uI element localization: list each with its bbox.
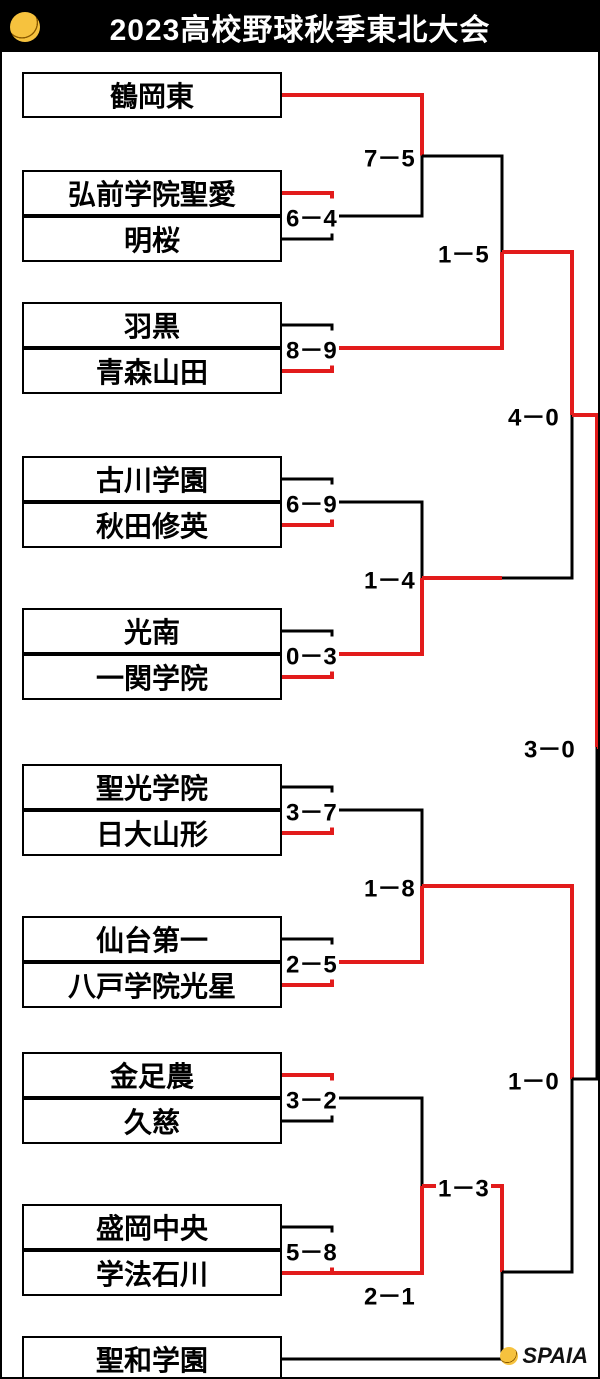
team-box: 古川学園 xyxy=(22,456,282,502)
team-box: 聖和学園 xyxy=(22,1336,282,1379)
team-box: 弘前学院聖愛 xyxy=(22,170,282,216)
team-box: 一関学院 xyxy=(22,654,282,700)
team-box: 学法石川 xyxy=(22,1250,282,1296)
score-label: 1－8 xyxy=(362,869,417,904)
bracket-stage: 鶴岡東弘前学院聖愛明桜羽黒青森山田古川学園秋田修英光南一関学院聖光学院日大山形仙… xyxy=(2,52,600,1379)
credit-icon xyxy=(500,1347,518,1365)
page-title: 2023高校野球秋季東北大会 xyxy=(110,5,491,49)
credit-label: SPAIA xyxy=(522,1343,588,1369)
team-box: 光南 xyxy=(22,608,282,654)
score-label: 1－0 xyxy=(506,1062,561,1097)
score-label: 6－4 xyxy=(284,199,339,234)
score-label: 2－1 xyxy=(362,1277,417,1312)
score-label: 8－9 xyxy=(284,331,339,366)
score-label: 3－7 xyxy=(284,793,339,828)
bracket-container: 2023高校野球秋季東北大会 鶴岡東弘前学院聖愛明桜羽黒青森山田古川学園秋田修英… xyxy=(0,0,600,1379)
team-box: 鶴岡東 xyxy=(22,72,282,118)
team-box: 青森山田 xyxy=(22,348,282,394)
team-box: 金足農 xyxy=(22,1052,282,1098)
title-bar: 2023高校野球秋季東北大会 xyxy=(2,2,598,52)
score-label: 6－9 xyxy=(284,485,339,520)
score-label: 7－5 xyxy=(362,139,417,174)
score-label: 3－2 xyxy=(284,1081,339,1116)
score-label: 1－3 xyxy=(436,1169,491,1204)
score-label: 1－4 xyxy=(362,561,417,596)
score-label: 0－3 xyxy=(284,637,339,672)
score-label: 5－8 xyxy=(284,1233,339,1268)
tournament-icon xyxy=(10,12,40,42)
team-box: 明桜 xyxy=(22,216,282,262)
score-label: 2－5 xyxy=(284,945,339,980)
score-label: 3－0 xyxy=(522,730,577,765)
team-box: 秋田修英 xyxy=(22,502,282,548)
team-box: 羽黒 xyxy=(22,302,282,348)
team-box: 日大山形 xyxy=(22,810,282,856)
team-box: 仙台第一 xyxy=(22,916,282,962)
credit: SPAIA xyxy=(500,1343,588,1369)
score-label: 1－5 xyxy=(436,235,491,270)
team-box: 久慈 xyxy=(22,1098,282,1144)
score-label: 4－0 xyxy=(506,398,561,433)
team-box: 聖光学院 xyxy=(22,764,282,810)
team-box: 盛岡中央 xyxy=(22,1204,282,1250)
team-box: 八戸学院光星 xyxy=(22,962,282,1008)
